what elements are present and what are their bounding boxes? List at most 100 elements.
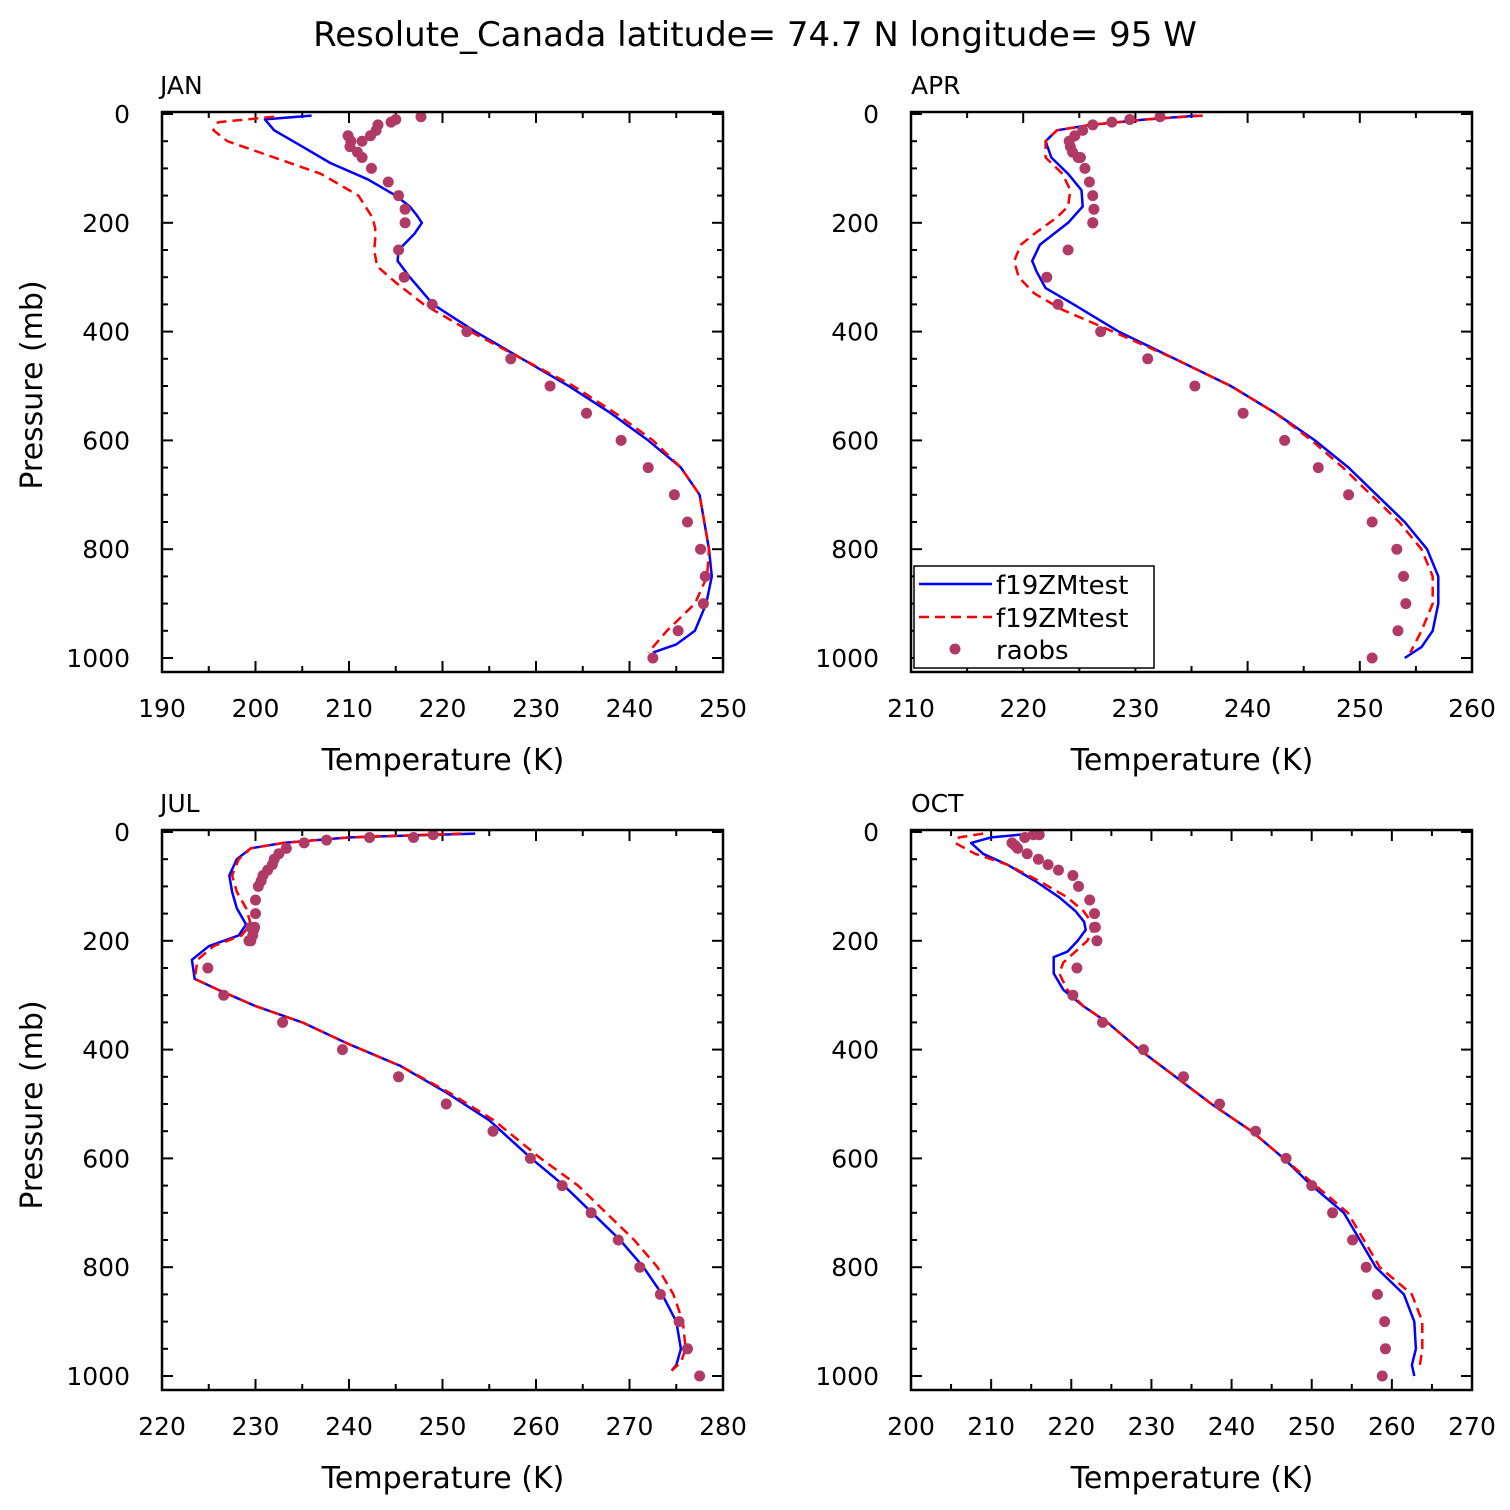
raobs-point [1097, 1016, 1109, 1028]
raobs-point [1376, 1370, 1388, 1382]
x-tick-label: 220 [419, 694, 467, 723]
raobs-point [1306, 1180, 1318, 1192]
series-group [212, 112, 714, 664]
series-group [1012, 112, 1440, 664]
raobs-point [1391, 543, 1403, 555]
raobs-point [399, 203, 411, 215]
y-tick-label: 0 [114, 100, 130, 129]
raobs-point [1379, 1343, 1391, 1355]
x-tick-label: 240 [606, 694, 654, 723]
raobs-point [1279, 434, 1291, 446]
y-tick-label: 0 [114, 818, 130, 847]
raobs-point [218, 989, 230, 1001]
raobs-point [1074, 152, 1086, 164]
raobs-point [1371, 1288, 1383, 1300]
x-tick-label: 260 [512, 1412, 560, 1441]
raobs-point [1343, 489, 1355, 501]
raobs-point [1312, 462, 1324, 474]
raobs-point [364, 831, 376, 843]
raobs-point [1360, 1261, 1372, 1273]
raobs-point [398, 271, 410, 283]
y-tick-label: 1000 [66, 1362, 130, 1391]
raobs-point [580, 407, 592, 419]
raobs-point [1400, 598, 1412, 610]
y-tick-label: 400 [831, 318, 879, 347]
raobs-point [668, 489, 680, 501]
y-tick-label: 400 [82, 1036, 130, 1065]
panel-oct: OCT Temperature (K) 200 210 220 230 240 250 26… [815, 789, 1495, 1496]
y-tick-label: 0 [863, 818, 879, 847]
raobs-point [440, 1098, 452, 1110]
raobs-point [585, 1207, 597, 1219]
raobs-point [1042, 859, 1054, 871]
raobs-point [461, 326, 473, 338]
raobs-point [647, 652, 659, 664]
raobs-point [365, 130, 377, 142]
y-tick-label: 200 [831, 209, 879, 238]
x-tick-label: 210 [967, 1412, 1015, 1441]
raobs-point [1095, 326, 1107, 338]
raobs-point [672, 625, 684, 637]
x-tick-label: 200 [232, 694, 280, 723]
raobs-point [1177, 1071, 1189, 1083]
raobs-point [1347, 1234, 1359, 1246]
legend-label: raobs [996, 636, 1069, 666]
raobs-point [1084, 894, 1096, 906]
raobs-point [426, 298, 438, 310]
raobs-point [1327, 1207, 1339, 1219]
raobs-point [673, 1316, 685, 1328]
series-line-solid [1030, 114, 1440, 660]
raobs-point [612, 1234, 624, 1246]
raobs-point [1091, 935, 1103, 947]
x-tick-label: 190 [138, 694, 186, 723]
raobs-point [245, 921, 257, 933]
raobs-point [427, 830, 439, 841]
panel-jan: JAN Temperature (K) Pressure (mb) 190 200… [15, 71, 747, 778]
y-axis-label: Pressure (mb) [15, 1000, 50, 1209]
x-tick-label: 200 [887, 1412, 935, 1441]
raobs-point [1079, 162, 1091, 174]
y-tick-label: 600 [831, 1144, 879, 1173]
y-tick-label: 600 [82, 1144, 130, 1173]
raobs-point [1071, 962, 1083, 974]
y-axis-label: Pressure (mb) [15, 280, 50, 489]
plot-frame [160, 110, 725, 674]
raobs-point [393, 1071, 405, 1083]
series-line-dashed [212, 115, 711, 654]
panel-title: JAN [158, 71, 203, 100]
y-tick-label: 600 [831, 426, 879, 455]
raobs-point [399, 217, 411, 229]
series-line-dashed [1012, 114, 1434, 654]
raobs-point [1032, 853, 1044, 865]
raobs-point [1250, 1125, 1262, 1137]
raobs-point [393, 190, 405, 202]
y-tick-label: 1000 [66, 644, 130, 673]
raobs-point [202, 962, 214, 974]
x-tick-label: 240 [325, 1412, 373, 1441]
raobs-point [642, 462, 654, 474]
raobs-point [1137, 1044, 1149, 1056]
raobs-point [243, 935, 255, 947]
x-axis-label: Temperature (K) [321, 1461, 565, 1496]
raobs-point [556, 1180, 568, 1192]
series-group [190, 830, 706, 1382]
panel-jul: JUL Temperature (K) Pressure (mb) 220 230… [15, 789, 747, 1496]
series-line-solid [263, 114, 714, 654]
legend: f19ZMtest f19ZMtest raobs [913, 565, 1155, 669]
raobs-point [697, 598, 709, 610]
x-tick-label: 250 [1336, 694, 1384, 723]
x-tick-label: 240 [1208, 1412, 1256, 1441]
raobs-point [1041, 271, 1053, 283]
raobs-point [1106, 116, 1118, 128]
series-line-solid [190, 832, 683, 1372]
x-tick-label: 270 [1448, 1412, 1496, 1441]
raobs-point [1067, 870, 1079, 882]
y-tick-label: 800 [82, 1253, 130, 1282]
raobs-point [615, 434, 627, 446]
y-tick-label: 800 [831, 1253, 879, 1282]
raobs-point [681, 1343, 693, 1355]
raobs-point [393, 244, 405, 256]
x-axis-label: Temperature (K) [1070, 1461, 1314, 1496]
raobs-point [487, 1125, 499, 1137]
raobs-point [250, 908, 261, 920]
